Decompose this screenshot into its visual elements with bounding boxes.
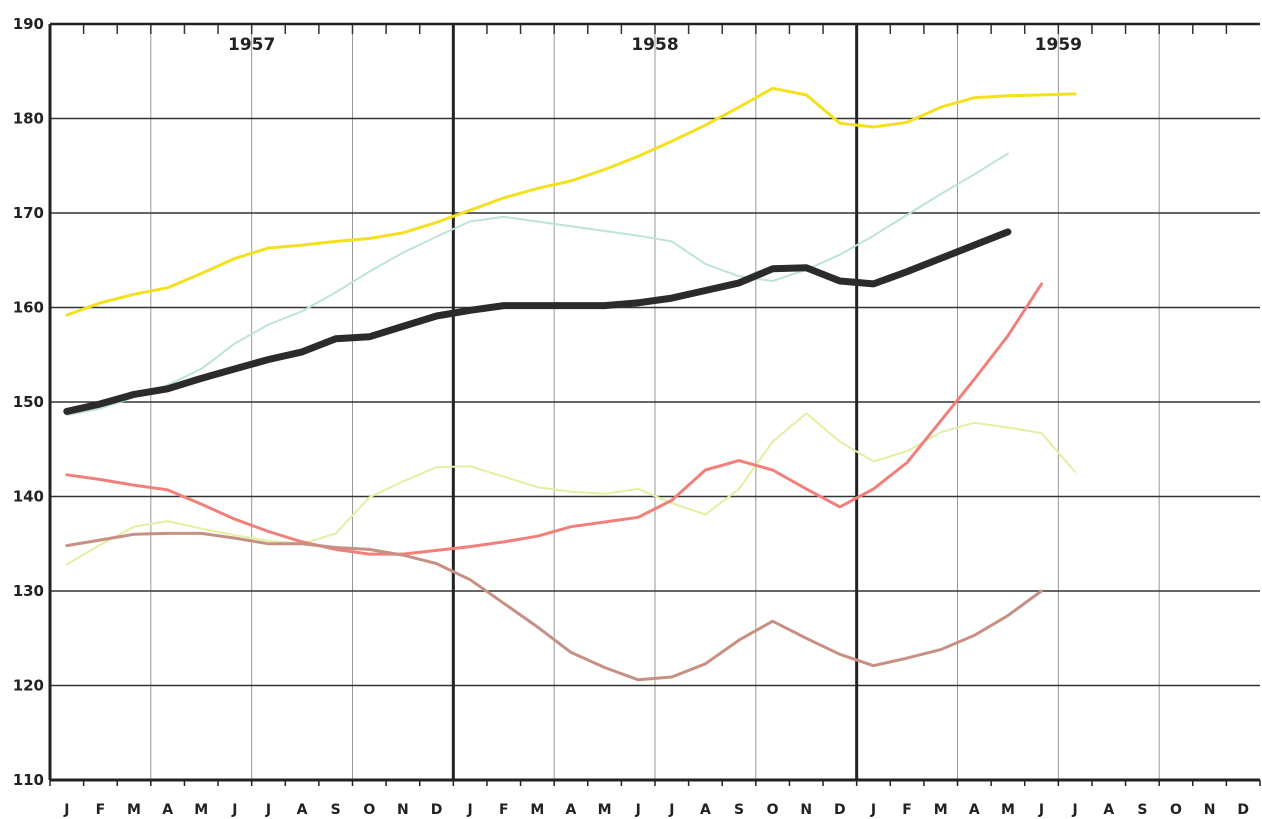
x-tick-label: S [331, 802, 341, 818]
y-tick-label: 140 [13, 488, 44, 506]
x-tick-label: A [162, 802, 173, 818]
x-tick-label: N [800, 802, 812, 818]
x-tick-label: J [467, 802, 473, 818]
x-tick-label: N [397, 802, 409, 818]
x-tick-label: J [870, 802, 876, 818]
series-line-3 [63, 228, 1012, 415]
series-line-5 [65, 282, 1043, 556]
x-tick-label: M [1001, 802, 1015, 818]
chart-labels: 110 120 130 140 150 160 170 180 190 J F M A M J J A S O N D J… [13, 15, 1249, 818]
series-line-6 [65, 531, 1043, 682]
x-tick-label: J [1072, 802, 1078, 818]
x-tick-label: M [127, 802, 141, 818]
x-tick-label: A [1103, 802, 1114, 818]
x-tick-label: M [934, 802, 948, 818]
x-tick-label: J [635, 802, 641, 818]
x-tick-label: F [499, 802, 509, 818]
x-tick-label: J [265, 802, 271, 818]
x-tick-label: A [700, 802, 711, 818]
x-tick-label: O [767, 802, 779, 818]
series-line-1 [65, 86, 1077, 317]
x-tick-label: D [834, 802, 846, 818]
x-tick-label: F [96, 802, 106, 818]
year-label: 1959 [1035, 35, 1082, 55]
x-tick-label: S [734, 802, 744, 818]
y-tick-label: 110 [13, 771, 44, 789]
y-tick-label: 130 [13, 582, 44, 600]
x-tick-label: J [1038, 802, 1044, 818]
x-tick-label: O [1170, 802, 1182, 818]
y-tick-label: 170 [13, 204, 44, 222]
chart-series [63, 86, 1077, 682]
x-tick-label: S [1137, 802, 1147, 818]
x-tick-label: D [1237, 802, 1249, 818]
y-tick-label: 150 [13, 393, 44, 411]
x-tick-label: F [902, 802, 912, 818]
y-tick-label: 160 [13, 299, 44, 317]
x-tick-label: M [530, 802, 544, 818]
series-line-4 [65, 412, 1077, 566]
x-tick-label: A [969, 802, 980, 818]
y-tick-label: 120 [13, 677, 44, 695]
x-tick-label: D [431, 802, 443, 818]
x-tick-label: A [297, 802, 308, 818]
y-tick-label: 190 [13, 15, 44, 33]
x-tick-label: M [194, 802, 208, 818]
chart-grid [48, 22, 1261, 786]
x-tick-label: O [363, 802, 375, 818]
y-tick-label: 180 [13, 110, 44, 128]
year-label: 1958 [631, 35, 678, 55]
series-line-2 [65, 152, 1009, 417]
x-tick-label: A [566, 802, 577, 818]
year-label: 1957 [228, 35, 275, 55]
x-tick-label: M [598, 802, 612, 818]
x-tick-label: J [231, 802, 237, 818]
x-tick-label: J [668, 802, 674, 818]
x-tick-label: J [63, 802, 69, 818]
x-tick-label: N [1204, 802, 1216, 818]
